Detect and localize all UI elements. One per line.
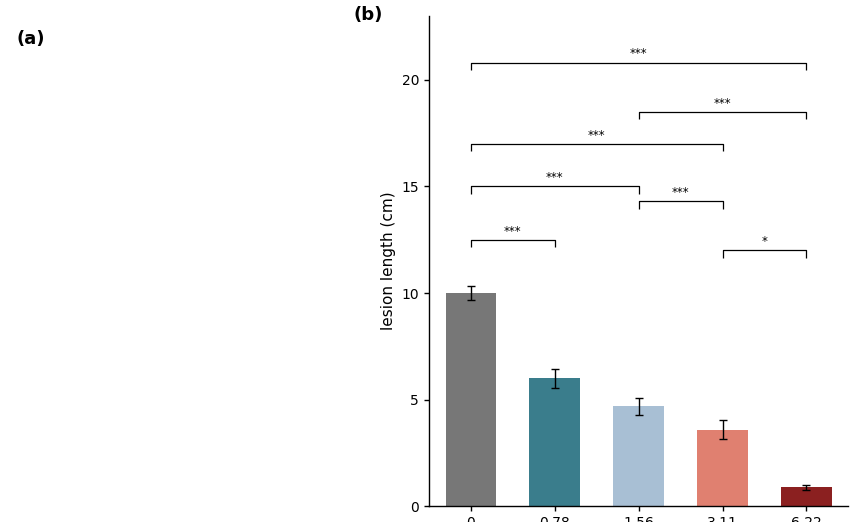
- Bar: [530, 378, 580, 506]
- Text: ***: ***: [546, 171, 563, 184]
- Y-axis label: lesion length (cm): lesion length (cm): [381, 192, 396, 330]
- Text: ***: ***: [714, 97, 731, 110]
- Text: *: *: [762, 235, 767, 248]
- Text: ***: ***: [672, 186, 689, 199]
- Text: (b): (b): [353, 6, 382, 24]
- Bar: [614, 406, 664, 506]
- Text: ***: ***: [504, 224, 522, 238]
- Bar: [446, 293, 496, 506]
- Text: ***: ***: [588, 128, 605, 141]
- Bar: [698, 430, 747, 506]
- Bar: [782, 487, 831, 506]
- Text: (a): (a): [16, 30, 45, 49]
- Text: ***: ***: [630, 48, 647, 61]
